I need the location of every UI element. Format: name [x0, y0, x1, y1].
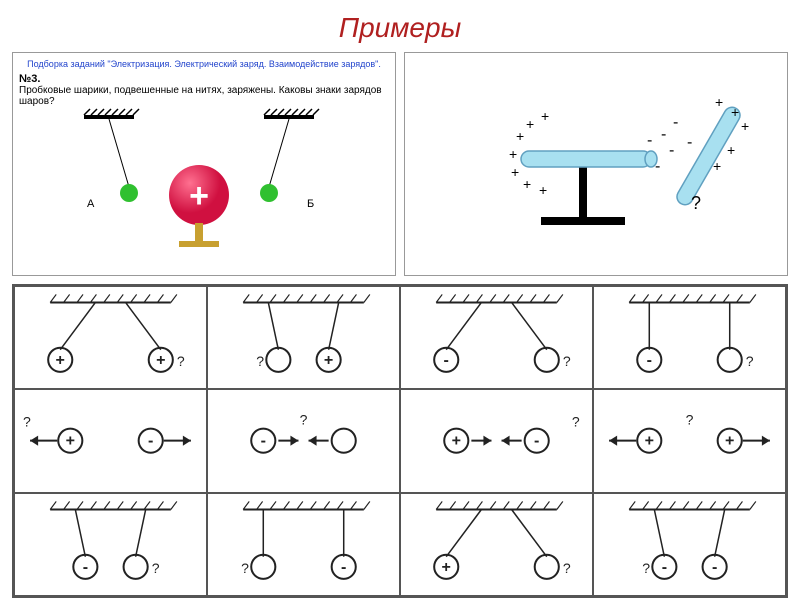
svg-text:?: ?	[563, 559, 571, 575]
svg-text:+: +	[645, 432, 654, 450]
svg-text:А: А	[87, 198, 95, 210]
svg-text:-: -	[261, 432, 266, 450]
task-number: №3.	[19, 73, 389, 85]
svg-text:?: ?	[746, 353, 754, 369]
svg-text:?: ?	[177, 353, 185, 369]
svg-text:-: -	[341, 557, 346, 575]
svg-text:?: ?	[563, 353, 571, 369]
svg-text:?: ?	[686, 412, 694, 428]
svg-text:+: +	[56, 351, 65, 369]
top-row: Подборка заданий "Электризация. Электрич…	[0, 52, 800, 276]
svg-text:+: +	[727, 142, 735, 158]
svg-text:?: ?	[152, 559, 160, 575]
grid-cell-9: -?	[207, 493, 400, 596]
grid-cell-0: + +?	[14, 286, 207, 389]
svg-text:-: -	[148, 432, 153, 450]
svg-text:+: +	[324, 351, 333, 369]
rods-diagram: ++++++++++++------?	[411, 59, 771, 259]
svg-text:+: +	[156, 351, 165, 369]
grid-cell-3: -?	[593, 286, 786, 389]
svg-text:+: +	[715, 94, 723, 110]
source-link: Подборка заданий "Электризация. Электрич…	[19, 59, 389, 69]
page-title: Примеры	[0, 0, 800, 52]
svg-text:-: -	[661, 126, 666, 143]
panel-task: Подборка заданий "Электризация. Электрич…	[12, 52, 396, 276]
grid-cell-10: +?	[400, 493, 593, 596]
grid-cell-7: + +?	[593, 389, 786, 492]
svg-text:-: -	[687, 134, 692, 151]
svg-text:-: -	[673, 114, 678, 131]
svg-text:+: +	[452, 432, 461, 450]
svg-text:Б: Б	[307, 198, 314, 210]
grid-cell-8: -?	[14, 493, 207, 596]
svg-text:+: +	[541, 108, 549, 124]
svg-text:-: -	[534, 432, 539, 450]
grid-cell-1: +?	[207, 286, 400, 389]
svg-text:+: +	[516, 128, 524, 144]
svg-text:-: -	[662, 557, 667, 575]
grid-cell-11: - -?	[593, 493, 786, 596]
svg-text:?: ?	[642, 559, 650, 575]
svg-text:+: +	[189, 177, 209, 215]
svg-text:-: -	[669, 142, 674, 159]
examples-grid: ++?+?-?-?+-?-?+-?++?-?-?+?--?	[12, 284, 788, 598]
svg-text:-: -	[647, 351, 652, 369]
svg-text:+: +	[725, 432, 734, 450]
svg-text:+: +	[511, 164, 519, 180]
svg-text:-: -	[647, 132, 652, 149]
svg-text:?: ?	[241, 559, 249, 575]
grid-cell-4: + -?	[14, 389, 207, 492]
grid-cell-5: -?	[207, 389, 400, 492]
svg-text:+: +	[66, 432, 75, 450]
svg-text:+: +	[523, 176, 531, 192]
grid-cell-2: -?	[400, 286, 593, 389]
panel-rods: ++++++++++++------?	[404, 52, 788, 276]
svg-text:-: -	[655, 158, 660, 175]
svg-text:+: +	[526, 116, 534, 132]
svg-text:-: -	[712, 557, 717, 575]
task-text: Пробковые шарики, подвешенные на нитях, …	[19, 85, 389, 107]
svg-text:+: +	[509, 146, 517, 162]
svg-text:+: +	[731, 104, 739, 120]
svg-text:-: -	[83, 557, 88, 575]
svg-text:?: ?	[256, 353, 264, 369]
svg-text:?: ?	[300, 412, 308, 428]
svg-text:+: +	[442, 557, 451, 575]
svg-text:+: +	[539, 182, 547, 198]
svg-text:-: -	[444, 351, 449, 369]
svg-text:+: +	[713, 158, 721, 174]
svg-text:+: +	[741, 118, 749, 134]
svg-text:?: ?	[23, 414, 31, 430]
svg-text:?: ?	[691, 193, 701, 213]
grid-cell-6: + -?	[400, 389, 593, 492]
task-diagram: А Б +	[19, 107, 379, 257]
svg-text:?: ?	[572, 414, 580, 430]
